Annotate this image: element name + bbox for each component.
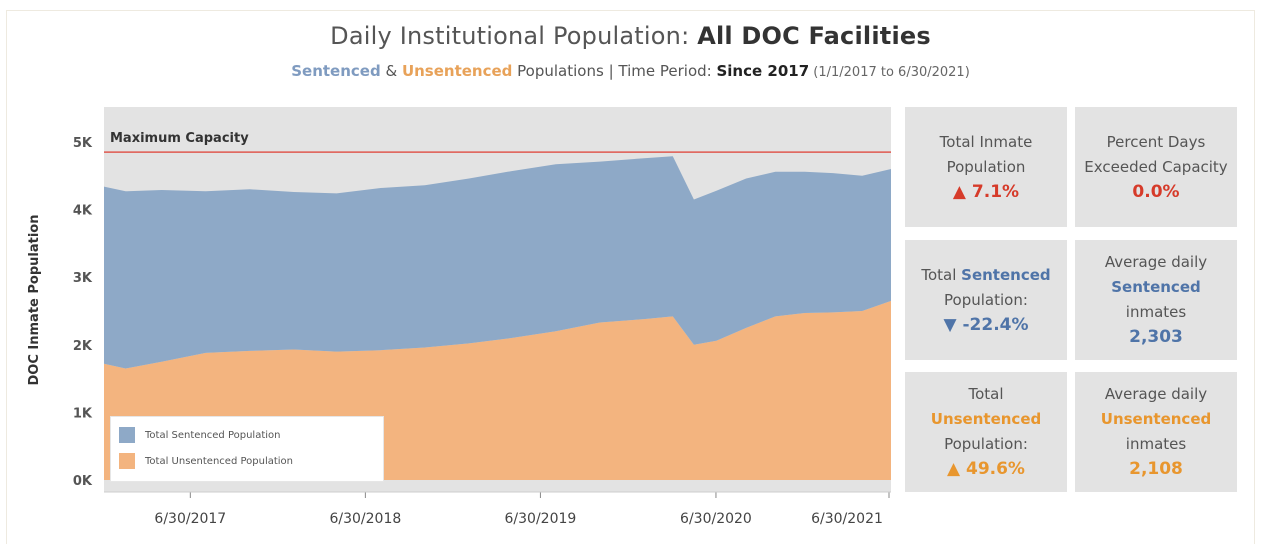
kpi-value: 0.0% xyxy=(1132,181,1180,202)
area-sentenced xyxy=(104,156,891,369)
y-tick-label: 1K xyxy=(73,406,93,421)
y-tick-label: 2K xyxy=(73,339,93,354)
legend-item-sentenced: Total Sentenced Population xyxy=(119,427,281,443)
kpi-value: ▼ -22.4% xyxy=(943,314,1029,335)
kpi-label: Average daily Unsentenced inmates xyxy=(1100,385,1212,453)
kpi-value: ▲ 7.1% xyxy=(952,181,1020,202)
kpi-total-sentenced-population: Total Sentenced Population: ▼ -22.4% xyxy=(905,240,1067,360)
kpi-label: Total Sentenced Population: xyxy=(921,265,1051,309)
legend-swatch-unsentenced xyxy=(119,453,135,469)
y-tick-label: 0K xyxy=(73,474,93,489)
kpi-label: Average daily Sentenced inmates xyxy=(1104,253,1208,321)
kpi-value: 2,108 xyxy=(1129,459,1183,479)
legend-swatch-sentenced xyxy=(119,427,135,443)
kpi-label: Total Inmate Population xyxy=(939,132,1033,176)
y-axis-title: DOC Inmate Population xyxy=(27,215,42,386)
page-subtitle: Sentenced & Unsentenced Populations | Ti… xyxy=(291,62,970,80)
x-tick-label: 6/30/2017 xyxy=(154,511,226,527)
x-tick-label: 6/30/2019 xyxy=(505,511,577,527)
x-tick-label: 6/30/2018 xyxy=(329,511,401,527)
kpi-value: 2,303 xyxy=(1129,327,1183,347)
kpi-label: Total Unsentenced Population: xyxy=(930,385,1042,453)
legend-label-sentenced: Total Sentenced Population xyxy=(145,429,281,441)
page-title: Daily Institutional Population: All DOC … xyxy=(330,22,931,50)
kpi-total-inmate-population: Total Inmate Population ▲ 7.1% xyxy=(905,107,1067,227)
maximum-capacity-label: Maximum Capacity xyxy=(110,131,249,146)
y-tick-label: 3K xyxy=(73,271,93,286)
kpi-value: ▲ 49.6% xyxy=(947,459,1025,479)
kpi-total-unsentenced-population: Total Unsentenced Population: ▲ 49.6% xyxy=(905,372,1067,492)
kpi-percent-days-exceeded: Percent Days Exceeded Capacity 0.0% xyxy=(1075,107,1237,227)
legend-label-unsentenced: Total Unsentenced Population xyxy=(145,455,294,467)
kpi-average-daily-sentenced: Average daily Sentenced inmates 2,303 xyxy=(1075,240,1237,360)
legend-item-unsentenced: Total Unsentenced Population xyxy=(119,453,293,469)
x-tick-label: 6/30/2020 xyxy=(680,511,752,527)
y-tick-label: 5K xyxy=(73,136,93,151)
chart-legend: Total Sentenced Population Total Unsente… xyxy=(110,416,384,482)
y-tick-label: 4K xyxy=(73,204,93,219)
x-tick-label: 6/30/2021 xyxy=(811,511,883,527)
kpi-label: Percent Days Exceeded Capacity xyxy=(1084,132,1228,176)
dashboard-frame xyxy=(6,10,1255,544)
kpi-average-daily-unsentenced: Average daily Unsentenced inmates 2,108 xyxy=(1075,372,1237,492)
